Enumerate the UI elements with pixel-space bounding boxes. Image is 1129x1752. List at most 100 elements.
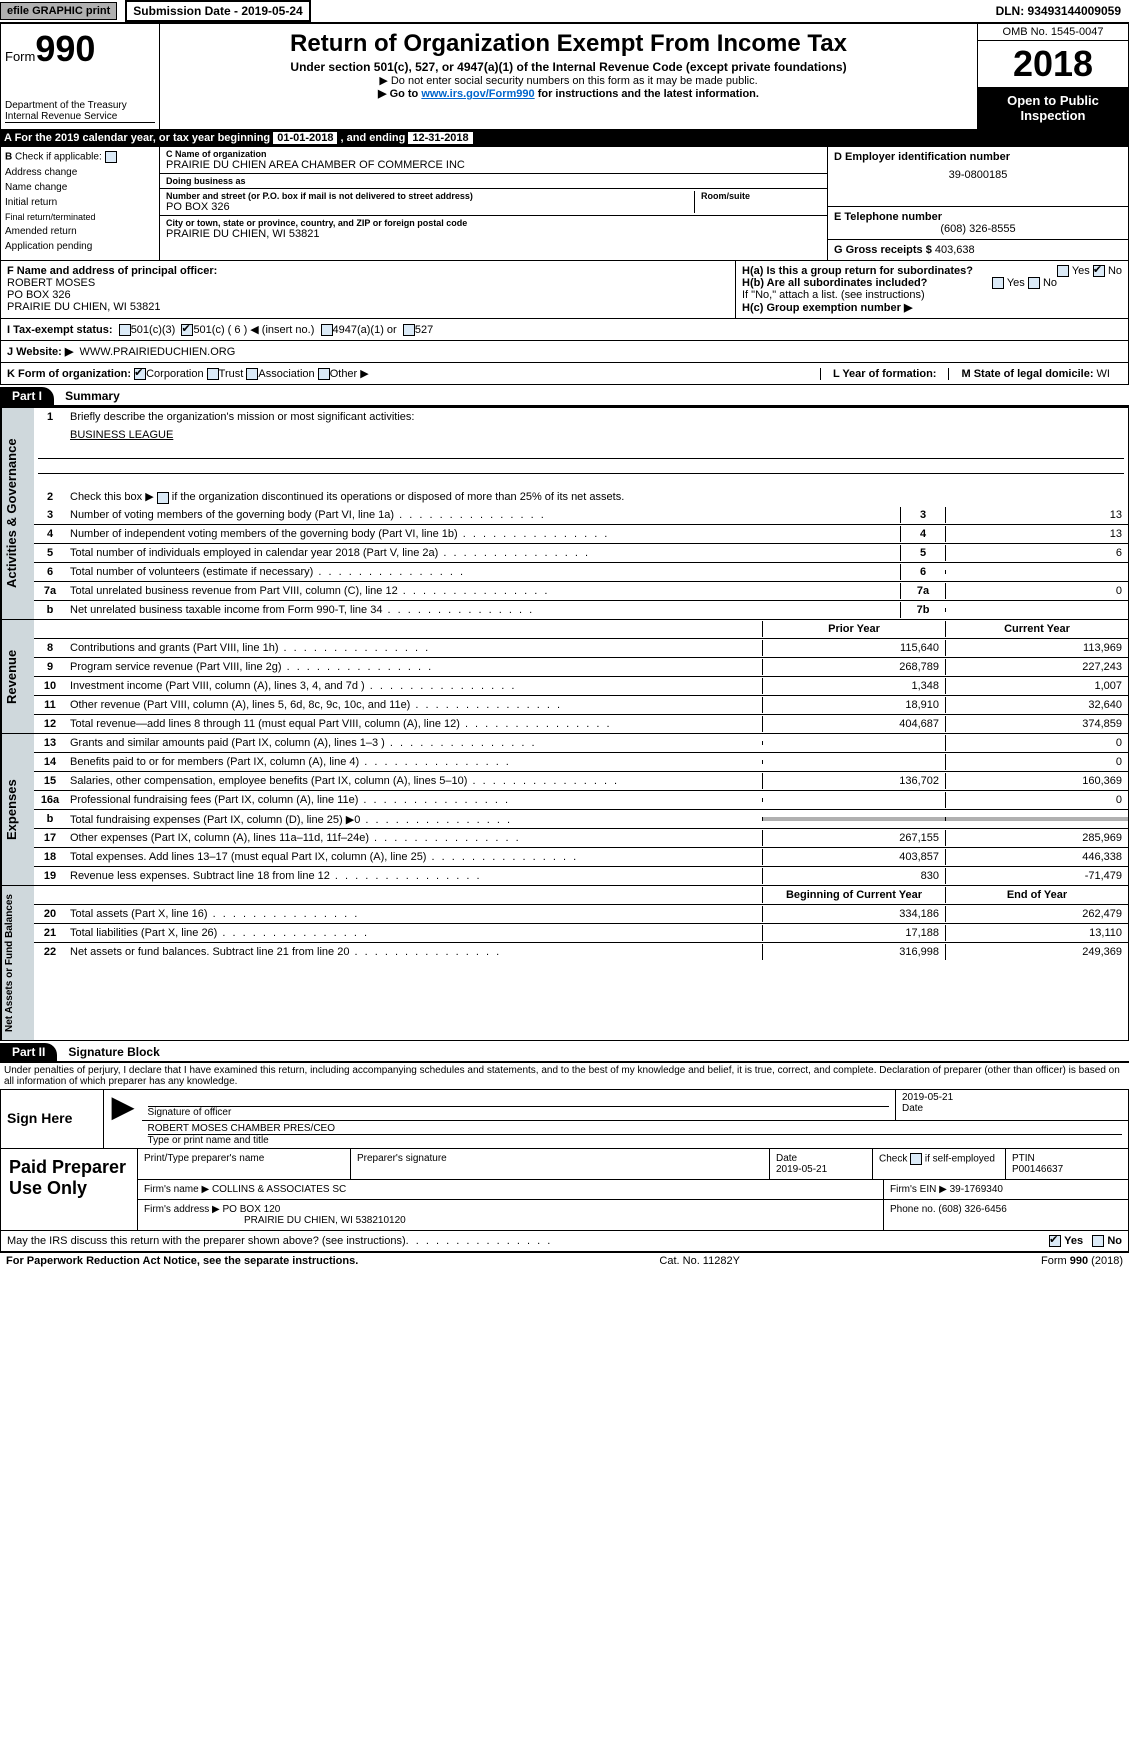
discuss-no-cb[interactable] bbox=[1092, 1235, 1104, 1247]
preparer-label: Paid Preparer Use Only bbox=[1, 1149, 138, 1230]
na-cy-header: End of Year bbox=[945, 887, 1128, 903]
data-row: 14 Benefits paid to or for members (Part… bbox=[34, 753, 1128, 772]
cb-501c[interactable] bbox=[181, 324, 193, 336]
name-label: Type or print name and title bbox=[148, 1135, 1122, 1146]
yes-label2: Yes bbox=[1007, 277, 1025, 289]
cb-name-change: Name change bbox=[5, 182, 155, 193]
cb-corp[interactable] bbox=[134, 368, 146, 380]
d-label: D Employer identification number bbox=[834, 151, 1122, 163]
firm-addr-label: Firm's address ▶ bbox=[144, 1204, 220, 1215]
prior-year bbox=[762, 741, 945, 745]
row-num: 7a bbox=[34, 583, 66, 599]
footer-mid: Cat. No. 11282Y bbox=[659, 1255, 740, 1267]
current-year bbox=[945, 817, 1128, 821]
part1-bar: Part I Summary bbox=[0, 387, 1129, 407]
current-year: 0 bbox=[945, 792, 1128, 808]
opt-501c: 501(c) ( 6 ) ◀ (insert no.) bbox=[193, 323, 314, 336]
hb-note: If "No," attach a list. (see instruction… bbox=[742, 289, 1122, 301]
check-if-applicable: Check if applicable: bbox=[15, 152, 102, 163]
current-year: 0 bbox=[945, 754, 1128, 770]
row-desc: Number of voting members of the governin… bbox=[66, 507, 900, 523]
row-desc: Contributions and grants (Part VIII, lin… bbox=[66, 640, 762, 656]
row-klm: K Form of organization: Corporation Trus… bbox=[0, 363, 1129, 385]
self-employed-cb[interactable] bbox=[910, 1153, 922, 1165]
k-label: K Form of organization: bbox=[7, 368, 131, 380]
ha-yes-cb[interactable] bbox=[1057, 265, 1069, 277]
col-b-checkboxes: B Check if applicable: Address change Na… bbox=[1, 147, 160, 260]
row-num: b bbox=[34, 602, 66, 618]
city-value: PRAIRIE DU CHIEN, WI 53821 bbox=[166, 228, 821, 240]
current-year: 285,969 bbox=[945, 830, 1128, 846]
form-title: Return of Organization Exempt From Incom… bbox=[168, 30, 969, 58]
perjury-statement: Under penalties of perjury, I declare th… bbox=[0, 1063, 1129, 1089]
netassets-section: Net Assets or Fund Balances Beginning of… bbox=[0, 886, 1129, 1041]
cb-501c3[interactable] bbox=[119, 324, 131, 336]
cb-4947[interactable] bbox=[321, 324, 333, 336]
na-header: Beginning of Current Year End of Year bbox=[34, 886, 1128, 905]
e-label: E Telephone number bbox=[834, 211, 1122, 223]
efile-print-button[interactable]: efile GRAPHIC print bbox=[0, 2, 117, 20]
row-num: 21 bbox=[34, 925, 66, 941]
cb-527[interactable] bbox=[403, 324, 415, 336]
current-year: 249,369 bbox=[945, 944, 1128, 960]
q1-val-row: BUSINESS LEAGUE bbox=[34, 426, 1128, 444]
cb-other[interactable] bbox=[318, 368, 330, 380]
org-name: PRAIRIE DU CHIEN AREA CHAMBER OF COMMERC… bbox=[166, 159, 821, 171]
row-desc: Net unrelated business taxable income fr… bbox=[66, 602, 900, 618]
q2-checkbox[interactable] bbox=[157, 492, 169, 504]
row-num: 10 bbox=[34, 678, 66, 694]
gov-row: 4 Number of independent voting members o… bbox=[34, 525, 1128, 544]
header-center: Return of Organization Exempt From Incom… bbox=[160, 24, 977, 129]
row-desc: Total fundraising expenses (Part IX, col… bbox=[66, 811, 762, 828]
irs-link[interactable]: www.irs.gov/Form990 bbox=[421, 88, 534, 100]
checkbox[interactable] bbox=[105, 151, 117, 163]
row-desc: Total revenue—add lines 8 through 11 (mu… bbox=[66, 716, 762, 732]
data-row: 8 Contributions and grants (Part VIII, l… bbox=[34, 639, 1128, 658]
cb-trust[interactable] bbox=[207, 368, 219, 380]
ha-no-cb[interactable] bbox=[1093, 265, 1105, 277]
prior-year bbox=[762, 760, 945, 764]
officer-name: ROBERT MOSES bbox=[7, 277, 729, 289]
vtab-revenue: Revenue bbox=[1, 620, 34, 733]
opt-501c3: 501(c)(3) bbox=[131, 324, 176, 336]
firm-addr: PO BOX 120 bbox=[223, 1204, 281, 1215]
twocol-header: Prior Year Current Year bbox=[34, 620, 1128, 639]
footer-post: (2018) bbox=[1088, 1255, 1123, 1267]
row-num: 6 bbox=[34, 564, 66, 580]
gov-row: 6 Total number of volunteers (estimate i… bbox=[34, 563, 1128, 582]
sig-label: Signature of officer bbox=[148, 1107, 889, 1118]
year-begin: 01-01-2018 bbox=[273, 132, 337, 144]
hb-yes-cb[interactable] bbox=[992, 277, 1004, 289]
na-py-header: Beginning of Current Year bbox=[762, 887, 945, 903]
data-row: 13 Grants and similar amounts paid (Part… bbox=[34, 734, 1128, 753]
firm-phone-label: Phone no. bbox=[890, 1204, 938, 1215]
ptin-value: P00146637 bbox=[1012, 1164, 1122, 1175]
row-num: 14 bbox=[34, 754, 66, 770]
discuss-yes-cb[interactable] bbox=[1049, 1235, 1061, 1247]
cb-assoc[interactable] bbox=[246, 368, 258, 380]
row-val: 0 bbox=[945, 583, 1128, 599]
vtab-netassets: Net Assets or Fund Balances bbox=[1, 886, 34, 1040]
row-val: 13 bbox=[945, 526, 1128, 542]
form-990: 990 bbox=[35, 28, 95, 69]
preparer-right: Print/Type preparer's name Preparer's si… bbox=[138, 1149, 1128, 1230]
row-box: 4 bbox=[900, 526, 945, 542]
row-a-tax-year: A For the 2019 calendar year, or tax yea… bbox=[0, 130, 1129, 146]
q1-row: 1 Briefly describe the organization's mi… bbox=[34, 408, 1128, 426]
sign-section: Sign Here ▶ Signature of officer 2019-05… bbox=[0, 1089, 1129, 1149]
vtab-governance: Activities & Governance bbox=[1, 408, 34, 619]
dba-label: Doing business as bbox=[166, 176, 821, 186]
sign-arrow: ▶ bbox=[104, 1090, 142, 1148]
firm-label: Firm's name ▶ bbox=[144, 1184, 209, 1195]
prep-h5: PTIN bbox=[1012, 1153, 1122, 1164]
form-number: Form990 bbox=[5, 28, 155, 70]
row-num: 16a bbox=[34, 792, 66, 808]
row-box: 7a bbox=[900, 583, 945, 599]
phone-cell: E Telephone number (608) 326-8555 bbox=[828, 207, 1128, 240]
data-row: 22 Net assets or fund balances. Subtract… bbox=[34, 943, 1128, 961]
row-num: 18 bbox=[34, 849, 66, 865]
row-desc: Total number of individuals employed in … bbox=[66, 545, 900, 561]
part1-tag: Part I bbox=[0, 387, 54, 405]
hb-no-cb[interactable] bbox=[1028, 277, 1040, 289]
sign-here-label: Sign Here bbox=[1, 1090, 104, 1148]
